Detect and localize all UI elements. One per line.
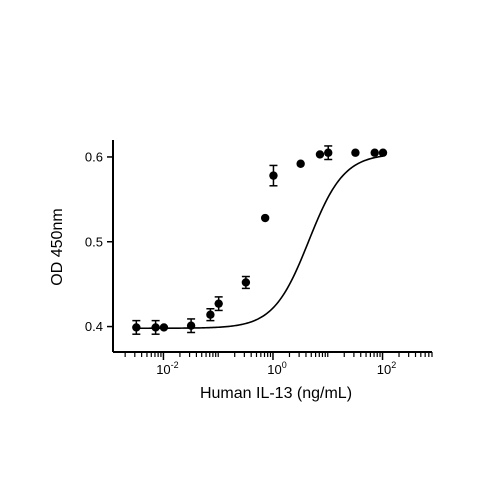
data-point	[370, 148, 379, 157]
x-axis-title: Human IL-13 (ng/mL)	[200, 385, 352, 402]
y-tick-label: 0.5	[85, 234, 103, 249]
data-point	[260, 213, 270, 223]
data-point	[159, 323, 169, 332]
data-point	[241, 278, 251, 287]
data-point	[269, 171, 278, 180]
fit-curve	[136, 155, 384, 330]
x-tick-label: 100	[267, 360, 286, 377]
data-point	[132, 323, 141, 332]
x-tick-label: 10-2	[156, 360, 178, 377]
data-point	[315, 150, 325, 159]
axis-ticks: 0.4 0.5 0.6 10-2 100 102	[85, 149, 433, 377]
data-point	[214, 299, 223, 308]
data-point	[151, 323, 160, 332]
data-point	[351, 148, 360, 157]
data-point	[206, 310, 215, 319]
data-point	[296, 159, 305, 168]
x-tick-label: 102	[377, 360, 396, 377]
data-points	[132, 145, 388, 335]
data-point	[186, 321, 196, 330]
y-axis-title: OD 450nm	[49, 208, 66, 285]
y-tick-label: 0.6	[85, 149, 103, 164]
data-point	[378, 148, 388, 157]
y-tick-label: 0.4	[85, 319, 103, 334]
data-point	[324, 148, 333, 157]
